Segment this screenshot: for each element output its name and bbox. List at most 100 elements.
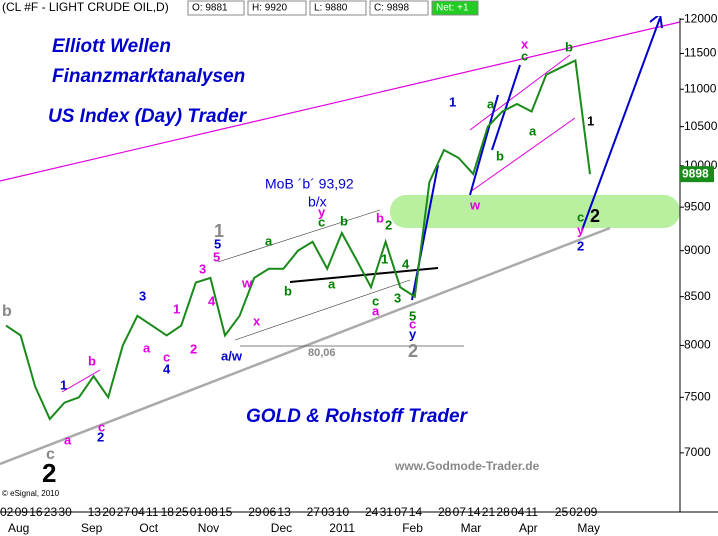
x-tick-label: 25 bbox=[555, 505, 569, 519]
month-label: Nov bbox=[198, 521, 219, 535]
wave-label: 3 bbox=[394, 290, 401, 305]
header-box bbox=[431, 0, 479, 16]
x-tick-label: 15 bbox=[219, 505, 233, 519]
month-label: Mar bbox=[461, 521, 482, 535]
y-tick-label: 9000 bbox=[684, 243, 711, 257]
x-tick-label: 18 bbox=[161, 505, 175, 519]
x-tick-label: 06 bbox=[263, 505, 277, 519]
y-tick-label: 11000 bbox=[684, 81, 717, 95]
watermark: www.Godmode-Trader.de bbox=[394, 459, 540, 473]
note: 80,06 bbox=[308, 347, 336, 359]
note: MoB ´b´ 93,92 bbox=[265, 176, 354, 192]
note: b/x bbox=[308, 194, 327, 210]
wave-label: c bbox=[163, 349, 170, 364]
x-tick-label: 14 bbox=[409, 505, 423, 519]
net: Net: +1 bbox=[436, 3, 469, 14]
x-tick-label: 30 bbox=[58, 505, 72, 519]
month-label: Oct bbox=[139, 521, 158, 535]
title: GOLD & Rohstoff Trader bbox=[246, 406, 469, 427]
y-tick-label: 9500 bbox=[684, 199, 711, 213]
x-tick-label: 23 bbox=[44, 505, 58, 519]
wave-label: y bbox=[577, 222, 585, 237]
wave-label: a bbox=[265, 233, 273, 248]
low: L: 9880 bbox=[314, 3, 348, 14]
wave-label: a bbox=[372, 303, 380, 318]
wave-label: 1 bbox=[449, 94, 456, 109]
month-label: 2011 bbox=[329, 521, 355, 535]
wave-label: 1 bbox=[587, 113, 594, 128]
symbol: (CL #F - LIGHT CRUDE OIL,D) bbox=[2, 0, 169, 14]
wave-label: c bbox=[372, 293, 379, 308]
wave-label: 1 bbox=[381, 251, 388, 266]
channel-line bbox=[469, 54, 571, 131]
wave-label: 3 bbox=[199, 261, 206, 276]
month-label: Feb bbox=[402, 521, 423, 535]
wave-label: b bbox=[340, 213, 348, 228]
wave-label: w bbox=[241, 275, 253, 290]
x-tick-label: 09 bbox=[584, 505, 598, 519]
header-box bbox=[369, 0, 429, 16]
y-tick-label: 12000 bbox=[684, 11, 718, 25]
arrow bbox=[581, 17, 661, 231]
wave-label: w bbox=[469, 197, 481, 212]
close: C: 9898 bbox=[374, 3, 409, 14]
wave-label: b bbox=[2, 303, 12, 320]
y-tick-label: 7500 bbox=[684, 390, 711, 404]
wave-label: a bbox=[143, 340, 151, 355]
title: Finanzmarktanalysen bbox=[52, 66, 245, 87]
x-tick-label: 07 bbox=[453, 505, 467, 519]
wave-label: 1 bbox=[60, 377, 67, 392]
y-tick-label: 7000 bbox=[684, 445, 711, 459]
title: Elliott Wellen bbox=[52, 36, 171, 57]
price-line bbox=[5, 58, 591, 421]
x-tick-label: 08 bbox=[204, 505, 218, 519]
wave-label: b bbox=[284, 283, 292, 298]
wave-label: b bbox=[496, 148, 504, 163]
x-tick-label: 28 bbox=[438, 505, 452, 519]
wave-label: 2 bbox=[42, 458, 56, 488]
last-price-label: 9898 bbox=[682, 166, 709, 180]
month-label: Dec bbox=[271, 521, 292, 535]
wave-label: 2 bbox=[577, 238, 584, 253]
y-tick-label: 11500 bbox=[684, 46, 717, 60]
wave-label: a/w bbox=[221, 348, 243, 363]
header-box bbox=[309, 0, 367, 16]
wave-label: 5 bbox=[409, 308, 416, 323]
x-tick-label: 11 bbox=[526, 505, 539, 519]
arrow bbox=[491, 64, 521, 151]
x-tick-label: 09 bbox=[15, 505, 29, 519]
wave-label: y bbox=[318, 204, 326, 219]
x-tick-label: 24 bbox=[365, 505, 379, 519]
x-tick-label: 16 bbox=[29, 505, 43, 519]
x-tick-label: 04 bbox=[511, 505, 525, 519]
wave-label: c bbox=[409, 316, 416, 331]
x-tick-label: 14 bbox=[467, 505, 481, 519]
wave-label: c bbox=[577, 209, 584, 224]
y-tick-label: 8000 bbox=[684, 338, 711, 352]
wave-label: y bbox=[409, 326, 417, 341]
wave-label: x bbox=[253, 313, 261, 328]
x-tick-label: 13 bbox=[88, 505, 102, 519]
wave-label: 4 bbox=[402, 256, 410, 271]
title: US Index (Day) Trader bbox=[48, 106, 248, 127]
high: H: 9920 bbox=[252, 3, 287, 14]
target-zone bbox=[390, 195, 680, 228]
wave-label: a bbox=[529, 123, 537, 138]
upper-trendline bbox=[0, 21, 681, 182]
channel-line bbox=[234, 279, 411, 341]
x-tick-label: 27 bbox=[117, 505, 131, 519]
x-tick-label: 04 bbox=[131, 505, 145, 519]
x-tick-label: 27 bbox=[307, 505, 321, 519]
y-tick-label: 8500 bbox=[684, 289, 711, 303]
arrow bbox=[469, 94, 499, 196]
wave-label: a bbox=[487, 96, 495, 111]
x-tick-label: 25 bbox=[175, 505, 189, 519]
x-tick-label: 07 bbox=[394, 505, 408, 519]
wave-label: b bbox=[565, 39, 573, 54]
wave-label: c bbox=[46, 446, 55, 463]
wave-label: 2 bbox=[385, 217, 392, 232]
month-label: Apr bbox=[519, 521, 538, 535]
x-tick-label: 31 bbox=[380, 505, 394, 519]
